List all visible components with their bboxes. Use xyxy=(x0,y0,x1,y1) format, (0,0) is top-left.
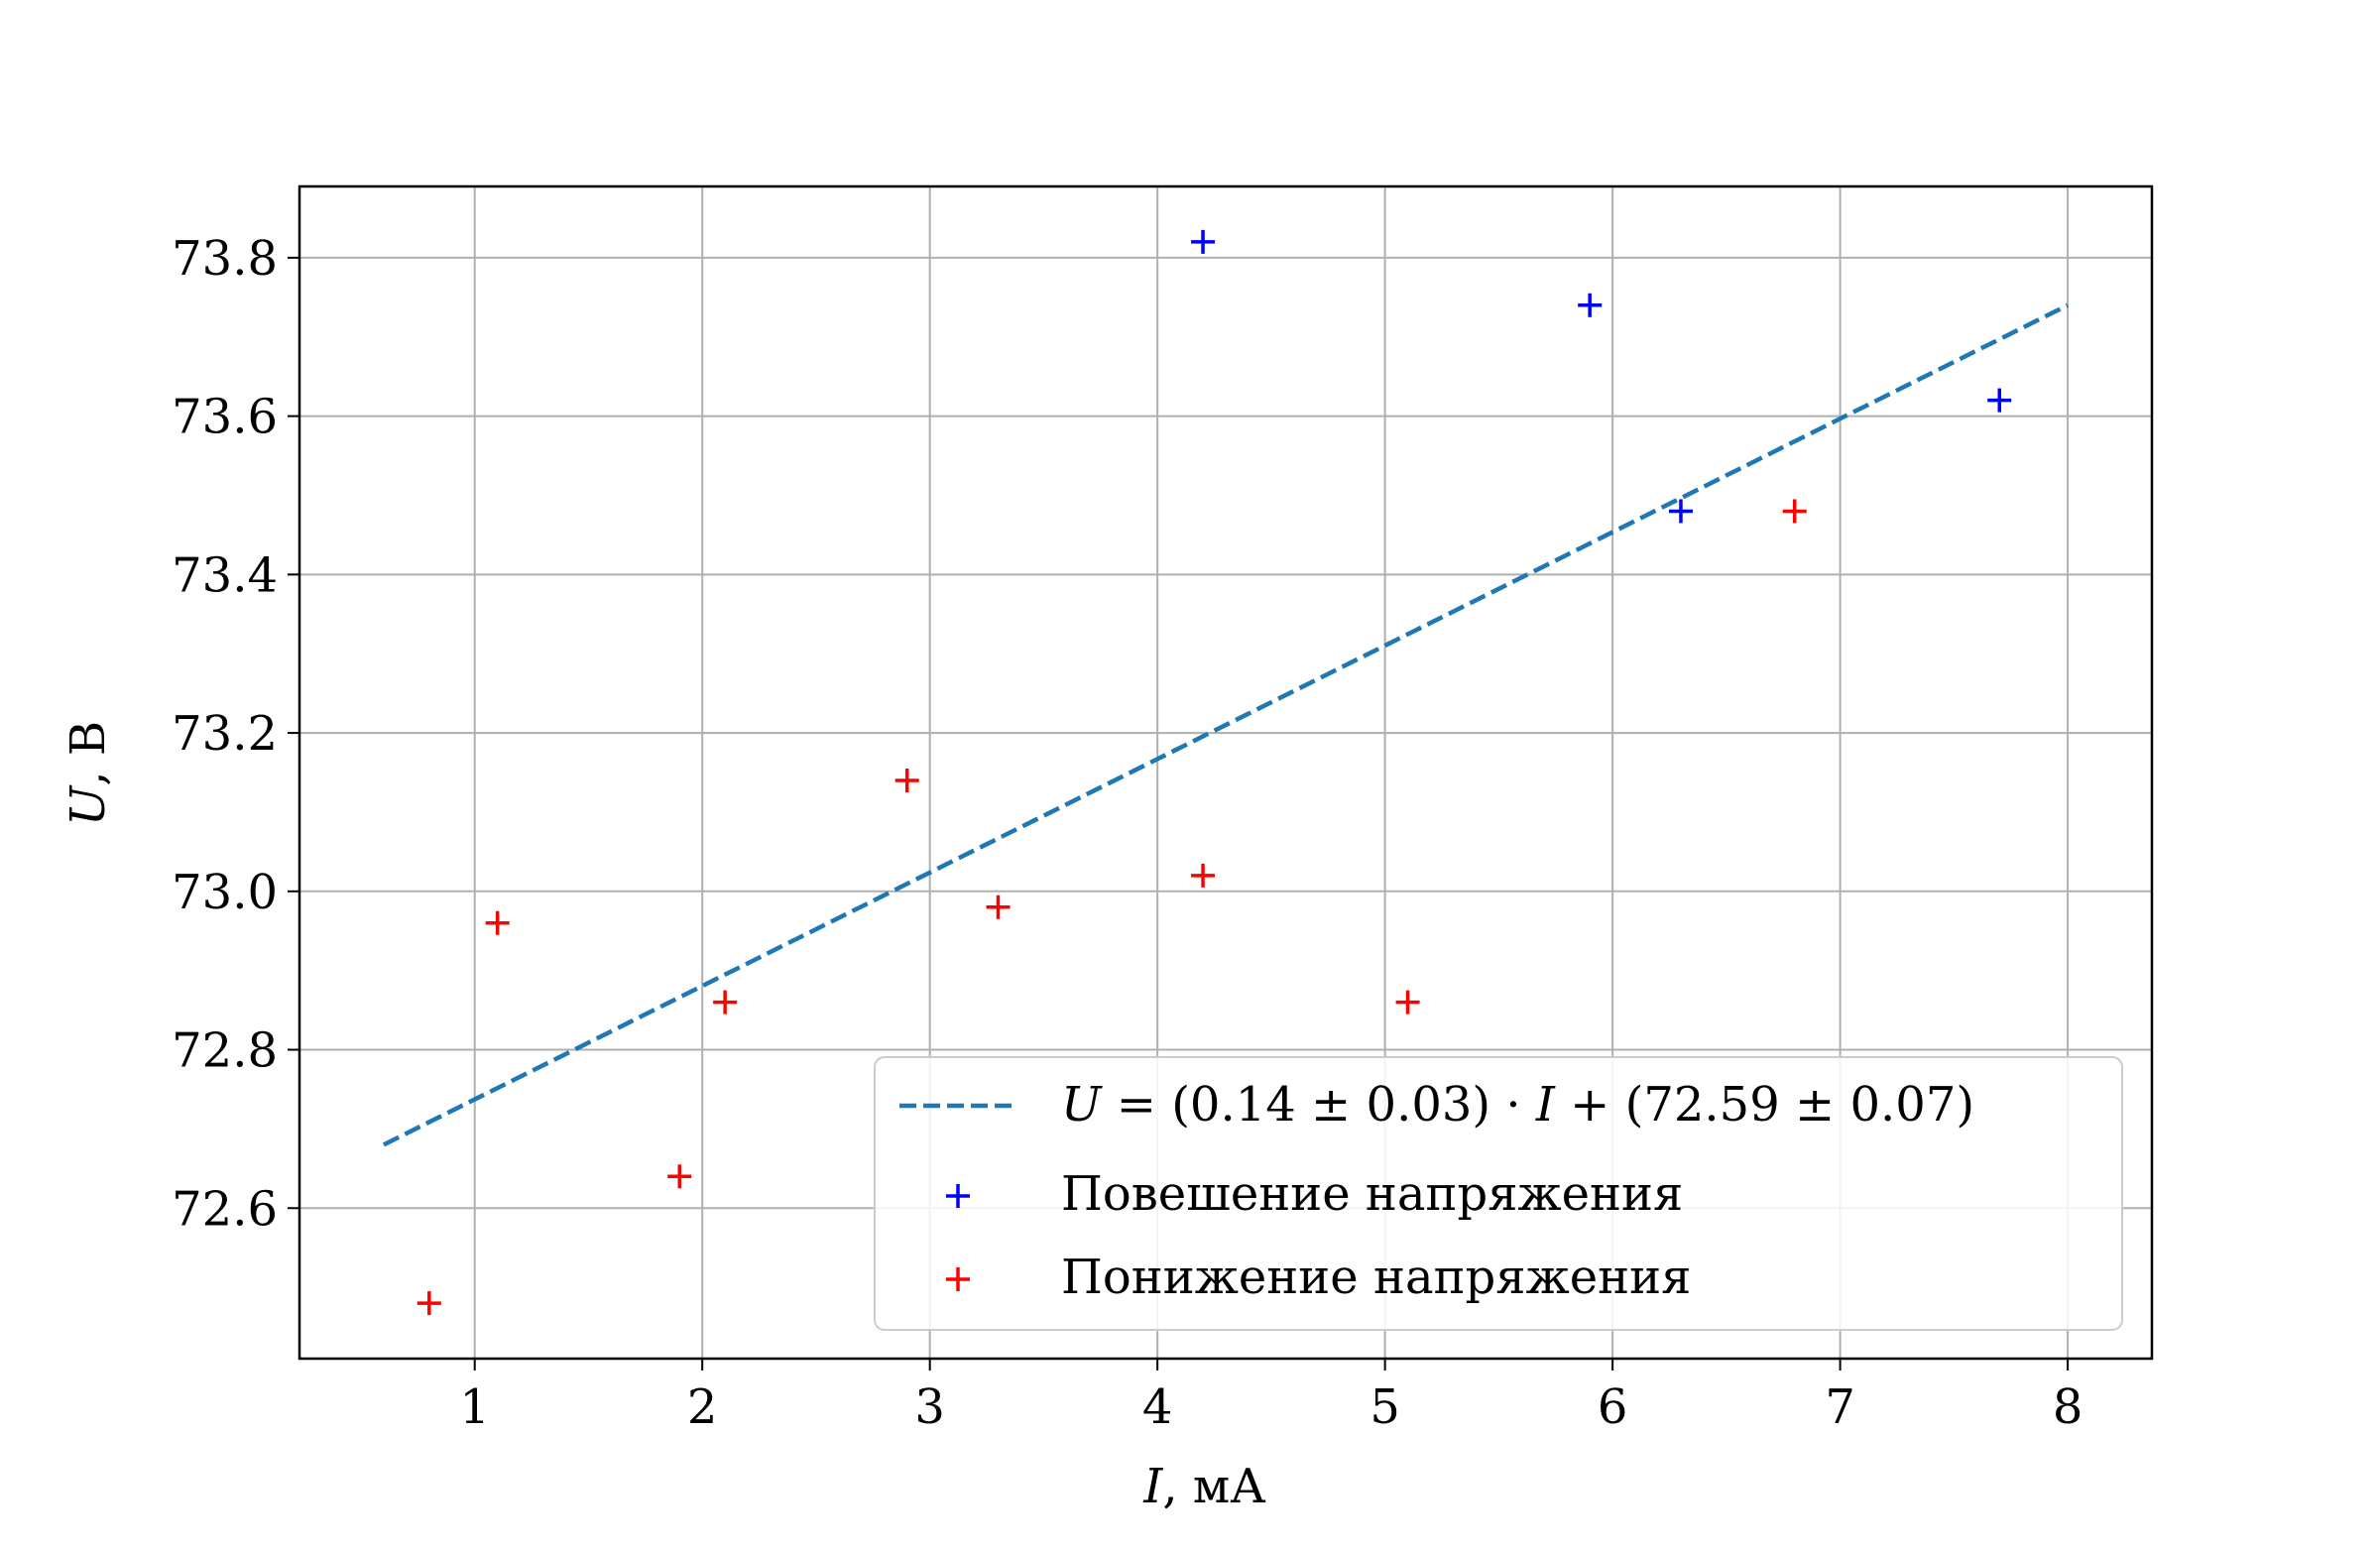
grid-lines xyxy=(299,186,2152,1359)
y-tick-label: 73.0 xyxy=(172,865,278,920)
y-axis-variable: U xyxy=(60,784,116,826)
data-point-decrease xyxy=(485,910,510,935)
data-point-decrease xyxy=(1782,499,1807,524)
x-tick-label: 8 xyxy=(2053,1379,2083,1435)
legend-fit-lhs: U xyxy=(1061,1077,1103,1133)
legend-label-decrease: Понижение напряжения xyxy=(1061,1250,1691,1305)
data-point-decrease xyxy=(416,1291,441,1316)
legend-fit-rest: + (72.59 ± 0.07) xyxy=(1555,1077,1974,1133)
axes-frame xyxy=(298,184,2154,1361)
fit-line-layer xyxy=(382,302,2070,1147)
legend-fit-var: I xyxy=(1535,1077,1556,1133)
x-tick-label: 5 xyxy=(1369,1379,1400,1435)
x-axis-variable: I xyxy=(1142,1459,1163,1514)
y-tick-label: 72.6 xyxy=(172,1181,278,1237)
y-tick-label: 73.2 xyxy=(172,706,278,762)
data-point-increase xyxy=(1578,293,1603,317)
data-point-increase xyxy=(1191,229,1216,254)
x-axis-label: I, мА xyxy=(1142,1459,1265,1514)
y-tick-label: 72.8 xyxy=(172,1023,278,1079)
data-points-layer xyxy=(416,229,2012,1316)
data-point-decrease xyxy=(713,990,738,1014)
y-axis-label: U, В xyxy=(60,721,116,826)
x-tick-label: 3 xyxy=(914,1379,945,1435)
data-point-decrease xyxy=(1395,990,1420,1014)
x-tick-label: 4 xyxy=(1142,1379,1173,1435)
data-point-decrease xyxy=(894,768,919,792)
x-tick-label: 2 xyxy=(687,1379,718,1435)
y-tick-label: 73.8 xyxy=(172,231,278,287)
legend-marker-increase xyxy=(946,1184,970,1208)
x-tick-label: 7 xyxy=(1825,1379,1855,1435)
x-tick-label: 1 xyxy=(459,1379,490,1435)
legend-fit-label: U = (0.14 ± 0.03) · I + (72.59 ± 0.07) xyxy=(1061,1077,1974,1133)
x-tick-label: 6 xyxy=(1598,1379,1628,1435)
legend-fit-eq: = (0.14 ± 0.03) · xyxy=(1101,1077,1535,1133)
data-point-decrease xyxy=(667,1164,692,1189)
data-point-increase xyxy=(1987,388,2012,413)
legend: U = (0.14 ± 0.03) · I + (72.59 ± 0.07) П… xyxy=(874,1056,2123,1331)
data-point-decrease xyxy=(1191,863,1216,888)
y-axis-unit: , В xyxy=(60,721,116,786)
y-tick-label: 73.6 xyxy=(172,390,278,445)
legend-label-increase: Повешение напряжения xyxy=(1061,1166,1683,1222)
fit-line xyxy=(382,302,2070,1147)
y-tick-label: 73.4 xyxy=(172,547,278,603)
axis-ticks: 1 2 3 4 5 6 7 8 72.6 72.8 73.0 73.2 73.4 73.6 73.8 xyxy=(172,231,2082,1435)
legend-marker-decrease xyxy=(946,1267,970,1291)
x-axis-unit: , мА xyxy=(1162,1459,1265,1514)
data-point-increase xyxy=(1668,499,1693,524)
legend-box xyxy=(874,1056,2123,1331)
data-point-decrease xyxy=(986,895,1011,919)
